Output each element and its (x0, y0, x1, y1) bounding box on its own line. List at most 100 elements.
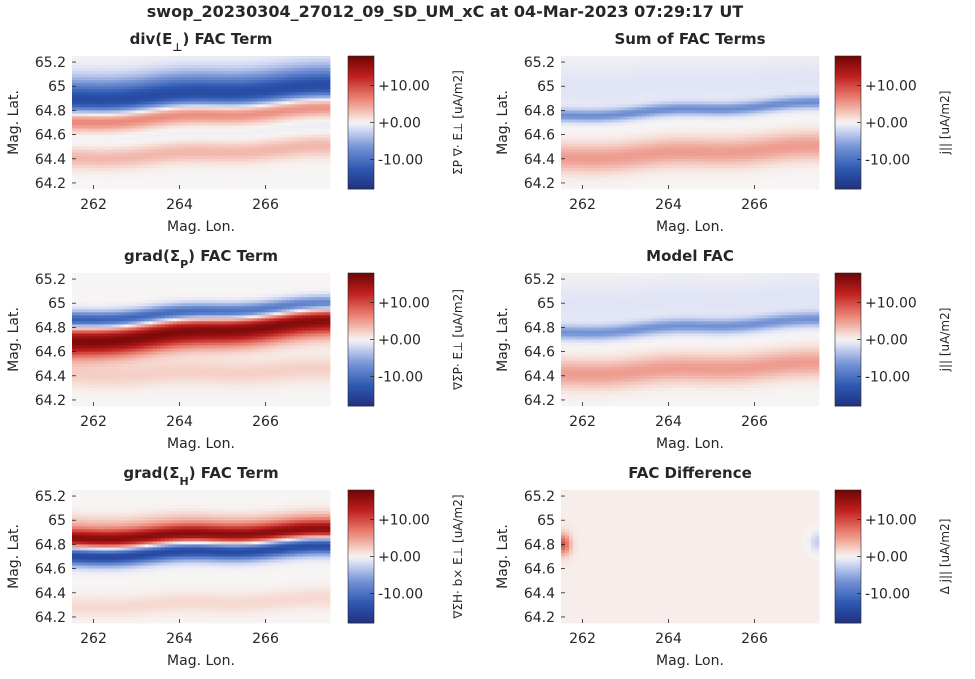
heatmap-cell (690, 101, 694, 104)
heatmap-cell (646, 186, 650, 189)
heatmap-cell (722, 162, 726, 165)
heatmap-cell (282, 126, 286, 129)
heatmap-cell (100, 183, 104, 186)
heatmap-cell (706, 156, 710, 159)
heatmap-cell (706, 147, 710, 150)
heatmap-cell (589, 65, 593, 68)
heatmap-cell (225, 153, 229, 156)
heatmap-cell (694, 138, 698, 141)
heatmap-cell (253, 138, 257, 141)
heatmap-cell (124, 68, 128, 71)
heatmap-cell (221, 59, 225, 62)
heatmap-cell (326, 80, 330, 83)
heatmap-cell (205, 113, 209, 116)
heatmap-cell (169, 59, 173, 62)
heatmap-cell (678, 56, 682, 59)
heatmap-cell (161, 101, 165, 104)
heatmap-cell (270, 159, 274, 162)
heatmap-cell (638, 113, 642, 116)
heatmap-cell (302, 177, 306, 180)
heatmap-cell (698, 59, 702, 62)
heatmap-cell (241, 180, 245, 183)
heatmap-cell (241, 101, 245, 104)
heatmap-cell (92, 62, 96, 65)
heatmap-cell (149, 162, 153, 165)
heatmap-cell (270, 83, 274, 86)
heatmap-cell (88, 92, 92, 95)
heatmap-cell (233, 144, 237, 147)
heatmap-cell (181, 177, 185, 180)
heatmap-cell (221, 159, 225, 162)
heatmap-cell (266, 101, 270, 104)
heatmap-cell (270, 186, 274, 189)
heatmap-cell (613, 98, 617, 101)
heatmap-cell (686, 92, 690, 95)
heatmap-cell (710, 174, 714, 177)
heatmap-cell (310, 65, 314, 68)
heatmap-cell (577, 144, 581, 147)
heatmap-cell (141, 113, 145, 116)
heatmap-cell (702, 110, 706, 113)
heatmap-cell (84, 92, 88, 95)
heatmap-cell (173, 101, 177, 104)
heatmap-cell (597, 92, 601, 95)
heatmap-cell (213, 80, 217, 83)
heatmap-cell (245, 132, 249, 135)
heatmap-cell (261, 177, 265, 180)
heatmap-cell (145, 141, 149, 144)
heatmap-cell (161, 129, 165, 132)
heatmap-cell (605, 180, 609, 183)
heatmap-cell (302, 123, 306, 126)
heatmap-cell (609, 65, 613, 68)
heatmap-cell (173, 147, 177, 150)
heatmap-cell (120, 123, 124, 126)
heatmap-cell (149, 65, 153, 68)
heatmap-cell (189, 71, 193, 74)
heatmap-cell (706, 116, 710, 119)
heatmap-cell (137, 74, 141, 77)
heatmap-cell (108, 62, 112, 65)
heatmap-cell (662, 77, 666, 80)
heatmap-cell (177, 101, 181, 104)
heatmap-cell (233, 98, 237, 101)
heatmap-cell (642, 119, 646, 122)
heatmap-cell (282, 59, 286, 62)
heatmap-cell (302, 113, 306, 116)
heatmap-cell (145, 83, 149, 86)
heatmap-cell (726, 71, 730, 74)
heatmap-cell (670, 147, 674, 150)
heatmap-cell (569, 71, 573, 74)
heatmap-cell (690, 162, 694, 165)
heatmap-cell (201, 150, 205, 153)
heatmap-cell (193, 180, 197, 183)
heatmap-cell (310, 83, 314, 86)
heatmap-cell (593, 180, 597, 183)
heatmap-cell (698, 86, 702, 89)
heatmap-cell (181, 168, 185, 171)
heatmap-cell (245, 168, 249, 171)
heatmap-cell (185, 65, 189, 68)
heatmap-cell (666, 153, 670, 156)
heatmap-cell (314, 56, 318, 59)
heatmap-cell (261, 68, 265, 71)
heatmap-cell (609, 56, 613, 59)
heatmap-cell (666, 107, 670, 110)
heatmap-cell (585, 174, 589, 177)
heatmap-cell (161, 104, 165, 107)
heatmap-cell (229, 177, 233, 180)
heatmap-cell (617, 159, 621, 162)
heatmap-cell (286, 95, 290, 98)
heatmap-cell (253, 147, 257, 150)
heatmap-cell (92, 107, 96, 110)
heatmap-cell (88, 80, 92, 83)
heatmap-cell (646, 177, 650, 180)
heatmap-cell (278, 107, 282, 110)
heatmap-cell (108, 65, 112, 68)
heatmap-cell (274, 144, 278, 147)
heatmap-cell (96, 98, 100, 101)
heatmap-cell (597, 86, 601, 89)
heatmap-cell (197, 95, 201, 98)
heatmap-cell (104, 83, 108, 86)
heatmap-cell (634, 156, 638, 159)
heatmap-cell (225, 104, 229, 107)
